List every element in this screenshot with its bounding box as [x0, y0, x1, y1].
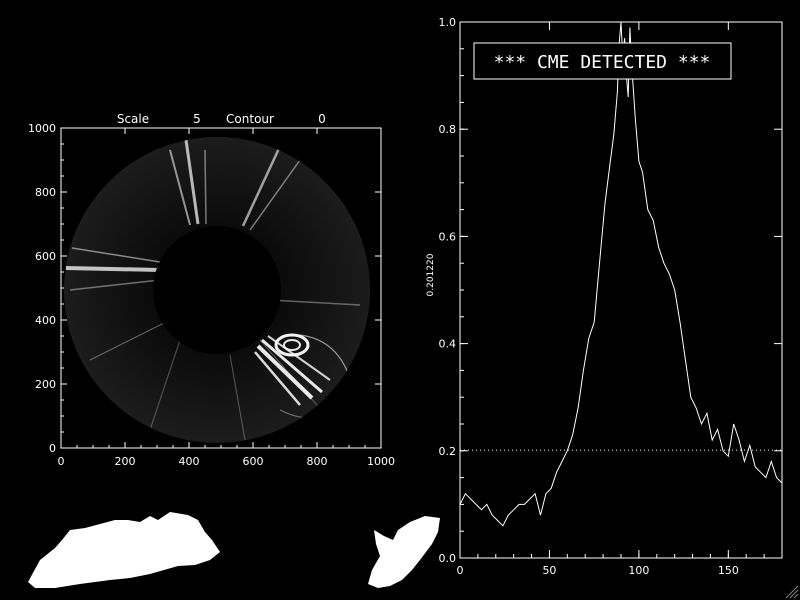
occulter-disk: [153, 226, 281, 354]
image-y-tick-label: 1000: [28, 122, 56, 135]
image-x-tick-label: 200: [115, 455, 136, 468]
plot-y-tick-label: 0.4: [439, 338, 457, 351]
image-x-tick-label: 1000: [367, 455, 395, 468]
image-x-tick-label: 0: [58, 455, 65, 468]
image-y-tick-label: 0: [49, 442, 56, 455]
plot-y-tick-label: 0.0: [439, 552, 457, 565]
plot-x-tick-label: 100: [628, 564, 649, 577]
contour-value: 0: [318, 112, 326, 126]
plot-y-tick-label: 0.6: [439, 230, 457, 243]
plot-x-tick-label: 0: [457, 564, 464, 577]
plot-y-tick-label: 0.2: [439, 445, 457, 458]
image-y-tick-label: 600: [35, 250, 56, 263]
coronagraph-image: [64, 137, 370, 443]
plot-axes-frame: [459, 21, 783, 559]
image-x-tick-label: 600: [243, 455, 264, 468]
cme-banner-box: [473, 42, 732, 80]
plot-y-label: 0.201220: [426, 253, 436, 296]
bottom-masks: [28, 512, 440, 588]
contour-label: Contour: [226, 112, 274, 126]
image-x-axis: 0 200 400 600 800 1000: [58, 128, 395, 468]
image-y-tick-label: 200: [35, 378, 56, 391]
image-y-tick-label: 800: [35, 186, 56, 199]
scale-value: 5: [193, 112, 201, 126]
scale-label: Scale: [117, 112, 149, 126]
plot-y-tick-label: 0.8: [439, 123, 457, 136]
mask-blob-right: [368, 516, 440, 588]
image-x-tick-label: 400: [179, 455, 200, 468]
plot-x-tick-label: 50: [542, 564, 556, 577]
coronagraph-panel: Scale 5 Contour 0: [28, 112, 395, 468]
plot-x-axis: 0 50 100 150: [457, 22, 783, 577]
image-y-tick-label: 400: [35, 314, 56, 327]
cme-plot-panel: 0 50 100 150 0.0 0.2 0.4 0.6 0.8 1.0 0.201220 **…: [426, 16, 783, 577]
mask-blob-left: [28, 512, 220, 588]
plot-y-axis: 0.0 0.2 0.4 0.6 0.8 1.0: [439, 16, 782, 565]
image-x-tick-label: 800: [307, 455, 328, 468]
cme-banner-text: *** CME DETECTED ***: [494, 52, 711, 73]
image-y-axis: 0 200 400 600 800 1000: [28, 122, 381, 455]
plot-x-tick-label: 150: [718, 564, 739, 577]
resize-grip-icon[interactable]: [785, 585, 799, 599]
plot-y-tick-label: 1.0: [439, 16, 457, 29]
